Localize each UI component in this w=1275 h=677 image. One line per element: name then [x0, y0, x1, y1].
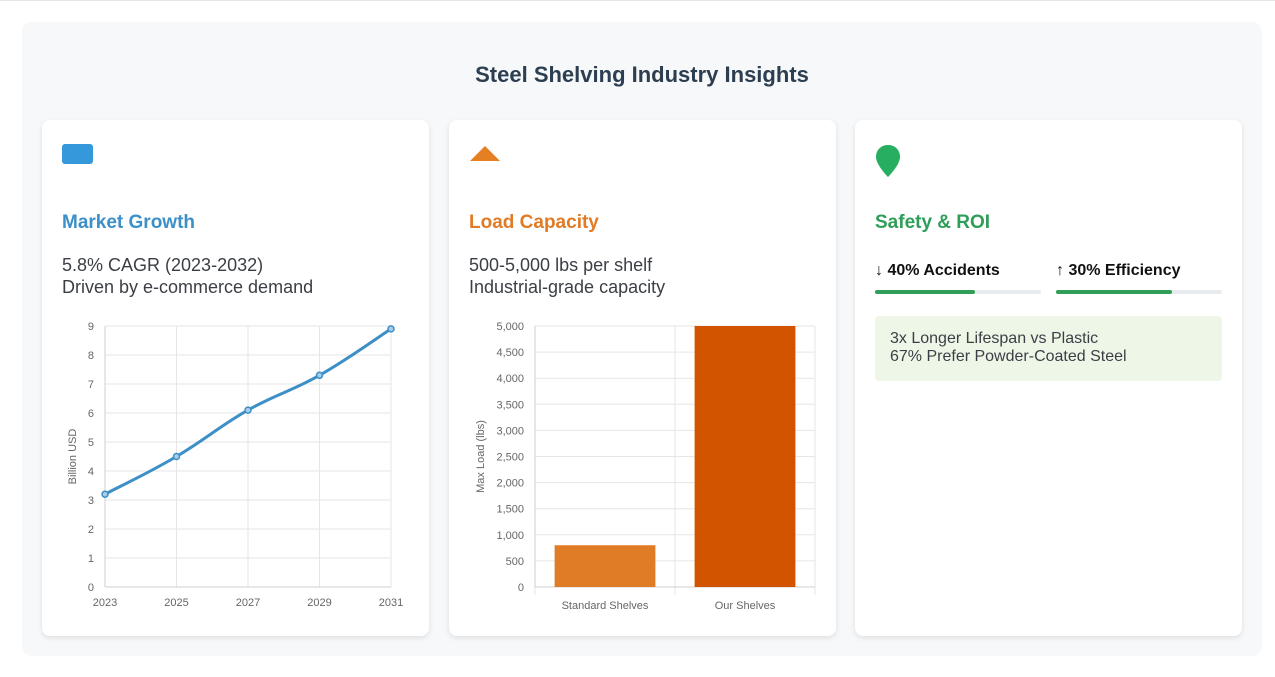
y-tick-label: 4,500: [496, 347, 524, 359]
metric-efficiency: ↑ 30% Efficiency: [1056, 262, 1222, 294]
insights-panel: Steel Shelving Industry Insights Market …: [22, 22, 1262, 656]
highlight-note: 3x Longer Lifespan vs Plastic 67% Prefer…: [875, 316, 1222, 381]
y-tick-label: 2: [88, 524, 94, 536]
y-tick-label: 4: [88, 466, 94, 478]
load-capacity-card: Load Capacity 500-5,000 lbs per shelf In…: [449, 120, 836, 636]
top-divider: [0, 0, 1275, 1]
y-tick-label: 2,500: [496, 452, 524, 464]
y-tick-label: 5: [88, 437, 94, 449]
y-tick-label: 1,500: [496, 504, 524, 516]
y-tick-label: 9: [88, 321, 94, 333]
bar: [694, 326, 796, 587]
load-capacity-bar-chart: 0 500 1,000 1,500 2,000 2,500 3,000 3,500 4,000 4…: [475, 321, 816, 612]
metric-label: ↑ 30% Efficiency: [1056, 262, 1181, 279]
description-line: Driven by e-commerce demand: [62, 277, 314, 297]
y-tick-label: 1,000: [496, 530, 524, 542]
description-line: 5.8% CAGR (2023-2032): [62, 255, 264, 275]
note-line: 67% Prefer Powder-Coated Steel: [890, 348, 1127, 365]
y-tick-label: 6: [88, 408, 94, 420]
x-tick-label: 2027: [236, 597, 260, 609]
y-tick-label: 0: [88, 582, 94, 594]
progress-track: [875, 290, 1041, 294]
metric-accidents: ↓ 40% Accidents: [875, 262, 1041, 294]
card-title: Safety & ROI: [875, 212, 991, 233]
market-growth-card: Market Growth 5.8% CAGR (2023-2032) Driv…: [42, 120, 429, 636]
progress-fill: [875, 290, 975, 294]
description-line: 500-5,000 lbs per shelf: [469, 255, 653, 275]
metric-label: ↓ 40% Accidents: [875, 262, 1000, 279]
progress-track: [1056, 290, 1222, 294]
y-axis-label: Billion USD: [67, 429, 79, 485]
y-tick-label: 3,500: [496, 399, 524, 411]
y-tick-label: 7: [88, 379, 94, 391]
x-tick-label: Standard Shelves: [562, 600, 649, 612]
data-point: [387, 325, 395, 333]
y-tick-label: 3: [88, 495, 94, 507]
card-icon: [62, 144, 93, 169]
description-line: Industrial-grade capacity: [469, 277, 666, 297]
triangle-icon: [469, 144, 501, 167]
data-point: [244, 406, 252, 414]
location-pin-icon: [875, 144, 901, 183]
x-tick-label: 2023: [93, 597, 117, 609]
bar: [554, 545, 656, 587]
card-title: Market Growth: [62, 212, 196, 233]
y-tick-label: 2,000: [496, 478, 524, 490]
card-title: Load Capacity: [469, 212, 599, 233]
y-axis-label: Max Load (lbs): [475, 420, 487, 493]
y-tick-label: 8: [88, 350, 94, 362]
y-tick-label: 1: [88, 553, 94, 565]
y-tick-label: 500: [506, 556, 524, 568]
data-point: [172, 452, 181, 461]
market-growth-line-chart: 0 1 2 3 4 5 6 7 8 9 2023 2025 2027 2029 2031 Billion US…: [67, 321, 403, 609]
note-line: 3x Longer Lifespan vs Plastic: [890, 330, 1099, 347]
safety-roi-card: Safety & ROI ↓ 40% Accidents ↑ 30% Effic…: [855, 120, 1242, 636]
x-tick-label: 2031: [379, 597, 403, 609]
card-description: 500-5,000 lbs per shelf Industrial-grade…: [469, 254, 665, 298]
data-point: [315, 371, 324, 380]
y-tick-label: 0: [518, 582, 524, 594]
x-tick-label: 2029: [307, 597, 331, 609]
x-tick-label: Our Shelves: [715, 600, 776, 612]
y-tick-label: 5,000: [496, 321, 524, 333]
y-tick-label: 4,000: [496, 373, 524, 385]
y-tick-label: 3,000: [496, 425, 524, 437]
page-title: Steel Shelving Industry Insights: [475, 62, 809, 87]
data-point: [101, 490, 109, 498]
progress-fill: [1056, 290, 1173, 294]
x-tick-label: 2025: [164, 597, 188, 609]
card-description: 5.8% CAGR (2023-2032) Driven by e-commer…: [62, 254, 313, 298]
